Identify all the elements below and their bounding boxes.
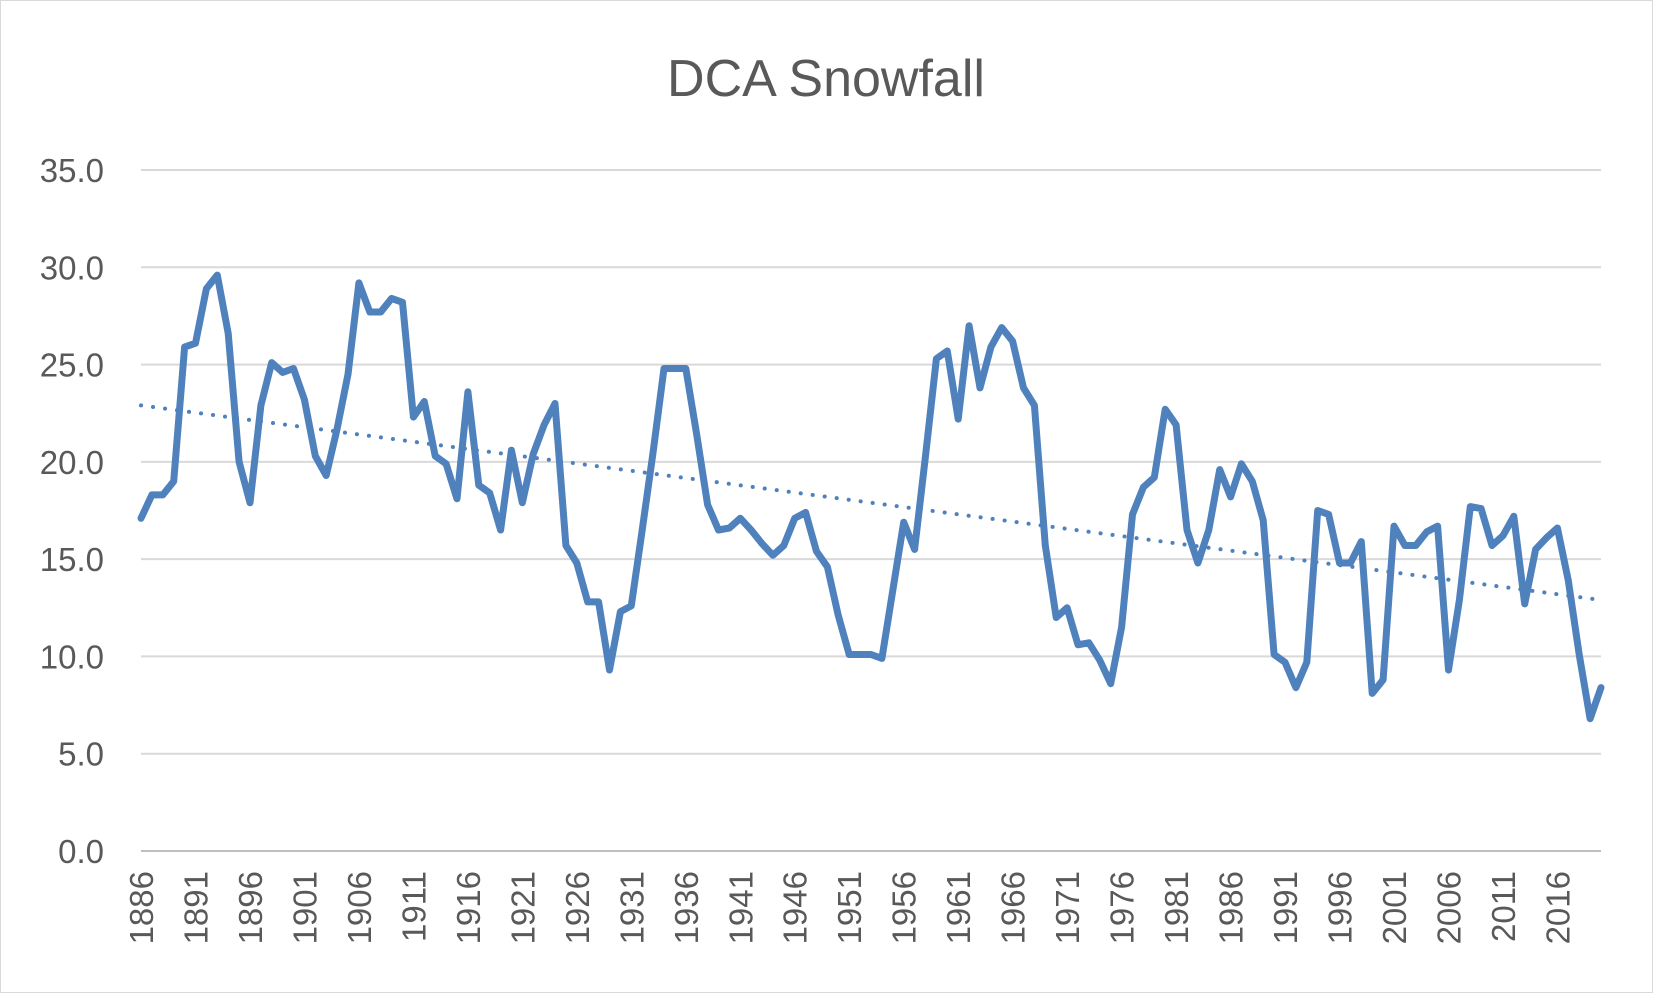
x-tick-label: 1961	[940, 871, 977, 944]
snowfall-line	[137, 271, 1605, 723]
y-tick-label: 35.0	[40, 152, 104, 189]
x-tick-label: 1996	[1322, 871, 1359, 944]
x-tick-label: 1926	[559, 871, 596, 944]
y-tick-label: 25.0	[40, 347, 104, 384]
x-tick-label: 1891	[177, 871, 214, 944]
x-tick-label: 1906	[341, 871, 378, 944]
x-tick-label: 1986	[1213, 871, 1250, 944]
x-tick-label: 1991	[1267, 871, 1304, 944]
x-tick-label: 2011	[1485, 871, 1522, 942]
y-tick-label: 5.0	[58, 736, 104, 773]
x-tick-label: 1966	[995, 871, 1032, 944]
x-tick-label: 2016	[1539, 871, 1576, 944]
x-tick-label: 1931	[613, 871, 650, 944]
x-tick-label: 1981	[1158, 871, 1195, 944]
x-tick-label: 1921	[504, 871, 541, 944]
y-tick-label: 30.0	[40, 249, 104, 286]
trendline	[139, 403, 1603, 602]
x-tick-label: 1886	[123, 871, 160, 944]
x-tick-label: 1936	[668, 871, 705, 944]
x-tick-label: 1901	[286, 871, 323, 944]
x-tick-label: 1976	[1104, 871, 1141, 944]
x-tick-label: 2006	[1430, 871, 1467, 944]
x-tick-label: 1951	[831, 871, 868, 944]
y-axis-ticks: 0.0 5.0 10.0 15.0 20.0 25.0 30.0 35.0	[40, 152, 104, 870]
gridlines	[141, 169, 1601, 852]
x-tick-label: 1956	[886, 871, 923, 944]
x-tick-label: 1896	[232, 871, 269, 944]
y-tick-label: 0.0	[58, 833, 104, 870]
x-tick-label: 2001	[1376, 871, 1413, 944]
x-tick-label: 1916	[450, 871, 487, 944]
series-layer	[137, 271, 1605, 723]
y-tick-label: 15.0	[40, 541, 104, 578]
y-tick-label: 10.0	[40, 638, 104, 675]
x-tick-label: 1971	[1049, 871, 1086, 944]
x-axis-ticks: 1886 1891 1896 1901 1906 1911 1916 1921 1926 1931…	[123, 871, 1576, 944]
chart-title: DCA Snowfall	[667, 50, 985, 108]
y-tick-label: 20.0	[40, 444, 104, 481]
x-tick-label: 1946	[777, 871, 814, 944]
x-tick-label: 1911	[395, 871, 432, 942]
x-tick-label: 1941	[722, 871, 759, 944]
